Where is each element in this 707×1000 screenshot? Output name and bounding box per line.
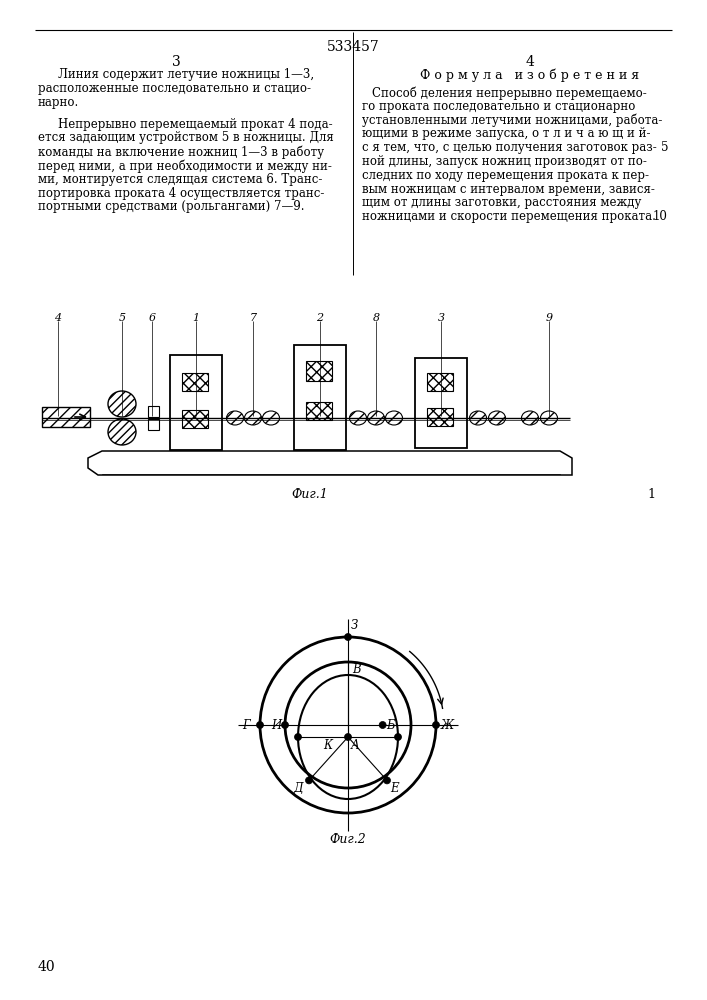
Circle shape bbox=[433, 722, 440, 728]
Text: портировка проката 4 осуществляется транс-: портировка проката 4 осуществляется тран… bbox=[38, 187, 325, 200]
Bar bbox=[306, 402, 332, 420]
Text: 533457: 533457 bbox=[327, 40, 380, 54]
Text: установленными летучими ножницами, работа-: установленными летучими ножницами, работ… bbox=[362, 114, 662, 127]
Text: следних по ходу перемещения проката к пер-: следних по ходу перемещения проката к пе… bbox=[362, 169, 649, 182]
Text: 5: 5 bbox=[660, 141, 668, 154]
Text: 9: 9 bbox=[545, 313, 553, 323]
Bar bbox=[182, 410, 208, 428]
Ellipse shape bbox=[108, 391, 136, 417]
Circle shape bbox=[383, 777, 390, 784]
Text: перед ними, а при необходимости и между ни-: перед ними, а при необходимости и между … bbox=[38, 159, 332, 173]
Text: И: И bbox=[271, 719, 281, 732]
Text: 6: 6 bbox=[148, 313, 156, 323]
Text: 7: 7 bbox=[250, 313, 257, 323]
Circle shape bbox=[379, 722, 386, 728]
Text: ной длины, запуск ножниц производят от по-: ной длины, запуск ножниц производят от п… bbox=[362, 155, 647, 168]
Ellipse shape bbox=[262, 411, 279, 425]
Text: 3: 3 bbox=[172, 55, 180, 69]
Text: 4: 4 bbox=[54, 313, 62, 323]
Ellipse shape bbox=[540, 411, 558, 425]
Text: расположенные последовательно и стацио-: расположенные последовательно и стацио- bbox=[38, 82, 311, 95]
Text: щим от длины заготовки, расстояния между: щим от длины заготовки, расстояния между bbox=[362, 196, 641, 209]
Text: ющими в режиме запуска, о т л и ч а ю щ и й-: ющими в режиме запуска, о т л и ч а ю щ … bbox=[362, 127, 650, 140]
Text: Ф о р м у л а   и з о б р е т е н и я: Ф о р м у л а и з о б р е т е н и я bbox=[421, 68, 640, 82]
Text: З: З bbox=[351, 619, 358, 632]
Ellipse shape bbox=[469, 411, 486, 425]
Bar bbox=[182, 373, 208, 391]
Text: вым ножницам с интервалом времени, завися-: вым ножницам с интервалом времени, завис… bbox=[362, 183, 655, 196]
Ellipse shape bbox=[522, 411, 539, 425]
Text: 10: 10 bbox=[653, 210, 668, 223]
Text: го проката последовательно и стационарно: го проката последовательно и стационарно bbox=[362, 100, 636, 113]
Text: 8: 8 bbox=[373, 313, 380, 323]
Circle shape bbox=[281, 722, 288, 728]
Ellipse shape bbox=[349, 411, 366, 425]
Text: ножницами и скорости перемещения проката.: ножницами и скорости перемещения проката… bbox=[362, 210, 656, 223]
Text: 3: 3 bbox=[438, 313, 445, 323]
Ellipse shape bbox=[226, 411, 243, 425]
Circle shape bbox=[395, 734, 402, 740]
Text: Ж: Ж bbox=[441, 719, 455, 732]
Text: К: К bbox=[323, 739, 332, 752]
Text: 4: 4 bbox=[525, 55, 534, 69]
Text: ется задающим устройством 5 в ножницы. Для: ется задающим устройством 5 в ножницы. Д… bbox=[38, 131, 334, 144]
Bar bbox=[170, 355, 222, 450]
Text: 2: 2 bbox=[317, 313, 324, 323]
Text: команды на включение ножниц 1—3 в работу: команды на включение ножниц 1—3 в работу bbox=[38, 145, 324, 159]
Text: Е: Е bbox=[390, 782, 399, 795]
Text: Способ деления непрерывно перемещаемо-: Способ деления непрерывно перемещаемо- bbox=[372, 86, 647, 100]
Circle shape bbox=[344, 634, 351, 641]
Text: Б: Б bbox=[387, 719, 395, 732]
Text: 40: 40 bbox=[38, 960, 56, 974]
Text: 1: 1 bbox=[192, 313, 199, 323]
Bar bbox=[415, 358, 467, 448]
Bar bbox=[306, 361, 332, 381]
Text: 5: 5 bbox=[119, 313, 126, 323]
Text: В: В bbox=[352, 663, 361, 676]
Circle shape bbox=[305, 777, 312, 784]
Text: А: А bbox=[351, 739, 359, 752]
Text: Линия содержит летучие ножницы 1—3,: Линия содержит летучие ножницы 1—3, bbox=[58, 68, 314, 81]
Circle shape bbox=[344, 734, 351, 740]
Bar bbox=[42, 407, 90, 427]
Text: с я тем, что, с целью получения заготовок раз-: с я тем, что, с целью получения заготово… bbox=[362, 141, 657, 154]
Text: Фиг.1: Фиг.1 bbox=[291, 488, 328, 501]
Text: Фиг.2: Фиг.2 bbox=[329, 833, 366, 846]
Text: нарно.: нарно. bbox=[38, 96, 79, 109]
Ellipse shape bbox=[489, 411, 506, 425]
Ellipse shape bbox=[385, 411, 402, 425]
Text: Д: Д bbox=[293, 782, 303, 795]
Ellipse shape bbox=[368, 411, 385, 425]
Circle shape bbox=[295, 734, 301, 740]
Text: ми, монтируется следящая система 6. Транс-: ми, монтируется следящая система 6. Тран… bbox=[38, 173, 322, 186]
Bar bbox=[294, 345, 346, 450]
Bar bbox=[148, 419, 159, 430]
Text: 1: 1 bbox=[647, 488, 655, 501]
Ellipse shape bbox=[245, 411, 262, 425]
Bar bbox=[427, 408, 453, 426]
Bar bbox=[148, 406, 159, 417]
Text: портными средствами (рольгангами) 7—9.: портными средствами (рольгангами) 7—9. bbox=[38, 200, 305, 213]
Circle shape bbox=[257, 722, 264, 728]
Ellipse shape bbox=[108, 419, 136, 445]
Text: Г: Г bbox=[242, 719, 250, 732]
Bar bbox=[427, 373, 453, 391]
Text: Непрерывно перемещаемый прокат 4 пода-: Непрерывно перемещаемый прокат 4 пода- bbox=[58, 118, 332, 131]
